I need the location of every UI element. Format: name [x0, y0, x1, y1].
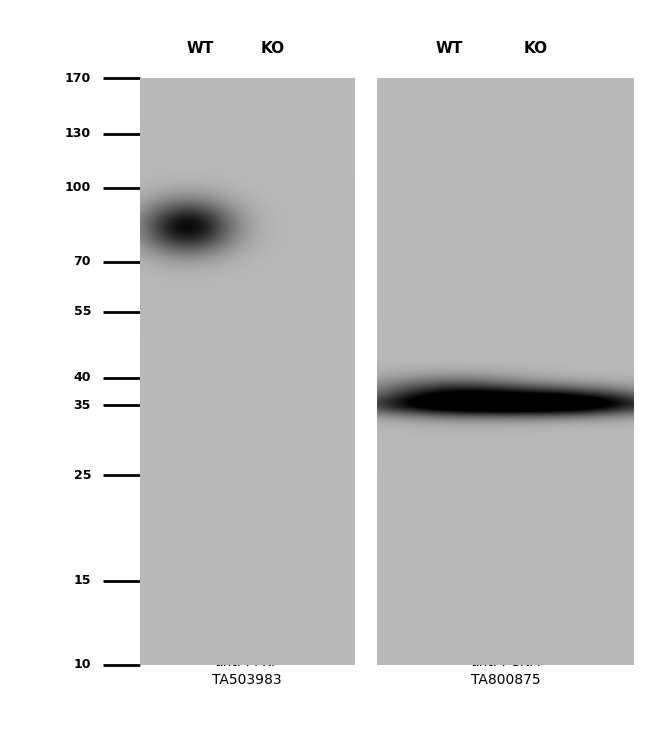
Text: 130: 130	[65, 127, 91, 140]
Text: 55: 55	[73, 305, 91, 318]
Text: anti-PCNA: anti-PCNA	[471, 655, 540, 669]
Text: TA503983: TA503983	[212, 673, 282, 687]
Text: WT: WT	[436, 41, 463, 56]
Text: 40: 40	[73, 372, 91, 384]
Bar	[140, 78, 354, 665]
Text: 15: 15	[73, 574, 91, 588]
Text: TA800875: TA800875	[471, 673, 540, 687]
Text: anti-PFKP: anti-PFKP	[214, 655, 280, 669]
Text: KO: KO	[524, 41, 548, 56]
Text: 35: 35	[73, 399, 91, 412]
Text: 25: 25	[73, 469, 91, 481]
Bar	[377, 78, 634, 665]
Text: 100: 100	[65, 181, 91, 195]
Text: WT: WT	[186, 41, 213, 56]
Text: KO: KO	[261, 41, 285, 56]
Text: 70: 70	[73, 256, 91, 268]
Text: 10: 10	[73, 658, 91, 672]
Text: 170: 170	[65, 71, 91, 85]
